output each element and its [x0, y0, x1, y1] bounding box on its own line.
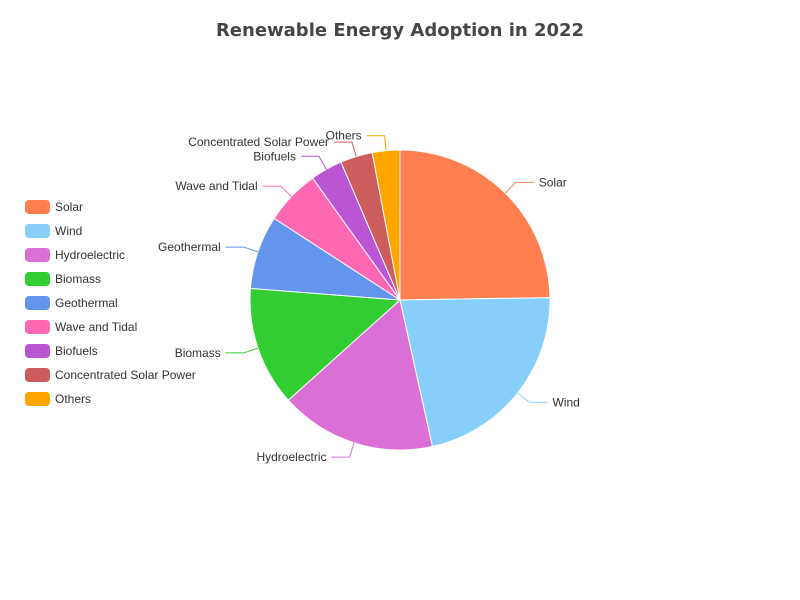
legend-item-wind[interactable]: Wind	[25, 219, 196, 243]
callout-line-concentrated-solar-power	[333, 141, 357, 157]
slice-label-hydroelectric: Hydroelectric	[256, 450, 326, 464]
legend-swatch	[25, 320, 50, 334]
slice-label-others: Others	[326, 129, 362, 143]
pie-slice-wind[interactable]	[399, 297, 551, 448]
legend-label: Wave and Tidal	[55, 320, 138, 334]
callout-line-others	[366, 135, 387, 151]
legend-item-biomass[interactable]: Biomass	[25, 267, 196, 291]
legend-item-biofuels[interactable]: Biofuels	[25, 339, 196, 363]
legend-swatch	[25, 200, 50, 214]
legend-swatch	[25, 224, 50, 238]
legend-swatch	[25, 272, 50, 286]
legend-label: Concentrated Solar Power	[55, 368, 196, 382]
legend-label: Biofuels	[55, 344, 98, 358]
legend-label: Solar	[55, 200, 84, 214]
pie-slice-solar[interactable]	[399, 149, 551, 301]
pie-slice-others[interactable]	[371, 149, 401, 301]
legend-item-others[interactable]: Others	[25, 387, 196, 411]
legend-swatch	[25, 392, 50, 406]
callout-line-biofuels	[300, 155, 327, 170]
pie-slice-hydroelectric[interactable]	[287, 299, 433, 451]
legend-label: Geothermal	[55, 296, 118, 310]
legend-label: Others	[55, 392, 92, 406]
legend-swatch	[25, 368, 50, 382]
slice-label-concentrated-solar-power: Concentrated Solar Power	[188, 135, 329, 149]
callout-line-hydroelectric	[331, 442, 355, 458]
callout-line-wave-and-tidal	[262, 185, 292, 197]
legend-item-solar[interactable]: Solar	[25, 195, 196, 219]
legend-label: Hydroelectric	[55, 248, 126, 262]
legend-label: Biomass	[55, 272, 102, 286]
slice-label-biomass: Biomass	[175, 346, 221, 360]
legend-item-concentrated-solar-power[interactable]: Concentrated Solar Power	[25, 363, 196, 387]
legend-label: Wind	[55, 224, 83, 238]
slice-label-solar: Solar	[539, 175, 567, 189]
legend-item-geothermal[interactable]: Geothermal	[25, 291, 196, 315]
callout-line-wind	[517, 392, 548, 403]
slice-label-wind: Wind	[552, 395, 579, 409]
chart-legend: Solar Wind Hydroelectric Biomass Geothermal W…	[25, 195, 196, 411]
slice-label-geothermal: Geothermal	[158, 240, 221, 254]
chart-title: Renewable Energy Adoption in 2022	[215, 20, 585, 41]
legend-swatch	[25, 344, 50, 358]
callout-line-biomass	[225, 347, 259, 354]
legend-item-hydroelectric[interactable]: Hydroelectric	[25, 243, 196, 267]
legend-swatch	[25, 248, 50, 262]
callout-line-solar	[504, 181, 534, 194]
slice-label-wave-and-tidal: Wave and Tidal	[175, 179, 257, 193]
legend-item-wave-and-tidal[interactable]: Wave and Tidal	[25, 315, 196, 339]
legend-swatch	[25, 296, 50, 310]
slice-label-biofuels: Biofuels	[253, 149, 296, 163]
callout-line-geothermal	[225, 246, 259, 253]
